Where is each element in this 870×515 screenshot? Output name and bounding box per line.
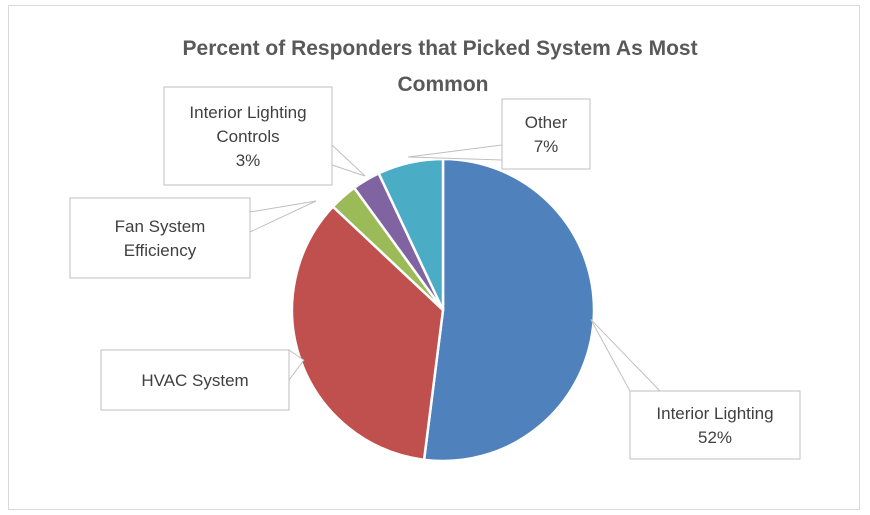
category-label: HVAC System [141, 371, 248, 390]
callout-text: Interior Lighting Controls 3% [189, 103, 306, 170]
callout-text: Interior Lighting 52% [656, 404, 773, 447]
chart-title-line-2: Common [398, 73, 489, 96]
category-label: Other [525, 113, 568, 132]
category-label: Efficiency [124, 241, 197, 260]
callout-interior-lighting: Interior Lighting 52% [590, 318, 801, 460]
callout-text: Fan System Efficiency [115, 217, 206, 260]
callout-leader [249, 200, 317, 233]
chart-title-line-1: Percent of Responders that Picked System… [183, 37, 698, 60]
callout-box [629, 390, 801, 460]
data-label: 52% [698, 428, 732, 447]
callout-box [100, 349, 290, 411]
data-label: 3% [236, 151, 261, 170]
callout-interior-lighting-controls: Interior Lighting Controls 3% [163, 86, 366, 186]
category-label: Controls [216, 127, 279, 146]
category-label: Fan System [115, 217, 206, 236]
callout-fan-system-efficiency: Fan System Efficiency [69, 197, 317, 279]
pie-slice-other [377, 157, 445, 311]
callout-text: Other 7% [525, 113, 568, 156]
data-label: 7% [534, 137, 559, 156]
pie-slice-interior-lighting [422, 157, 596, 463]
callout-leader [331, 143, 366, 177]
category-label: Interior Lighting [656, 404, 773, 423]
callout-leader [407, 144, 503, 161]
callout-box [69, 197, 251, 279]
category-label: Interior Lighting [189, 103, 306, 122]
data-label-callouts: Interior Lighting 52% HVAC System Fan Syste… [69, 86, 801, 460]
callout-hvac-system: HVAC System [100, 349, 305, 411]
pie-slices [290, 157, 596, 463]
callout-other: Other 7% [407, 98, 591, 170]
callout-box [163, 86, 333, 186]
callout-box [501, 98, 591, 170]
callout-text: HVAC System [141, 371, 248, 390]
svg-text:Percent of Responders that Pic: Percent of Responders that Picked System… [183, 37, 704, 96]
callout-leader [590, 318, 662, 392]
